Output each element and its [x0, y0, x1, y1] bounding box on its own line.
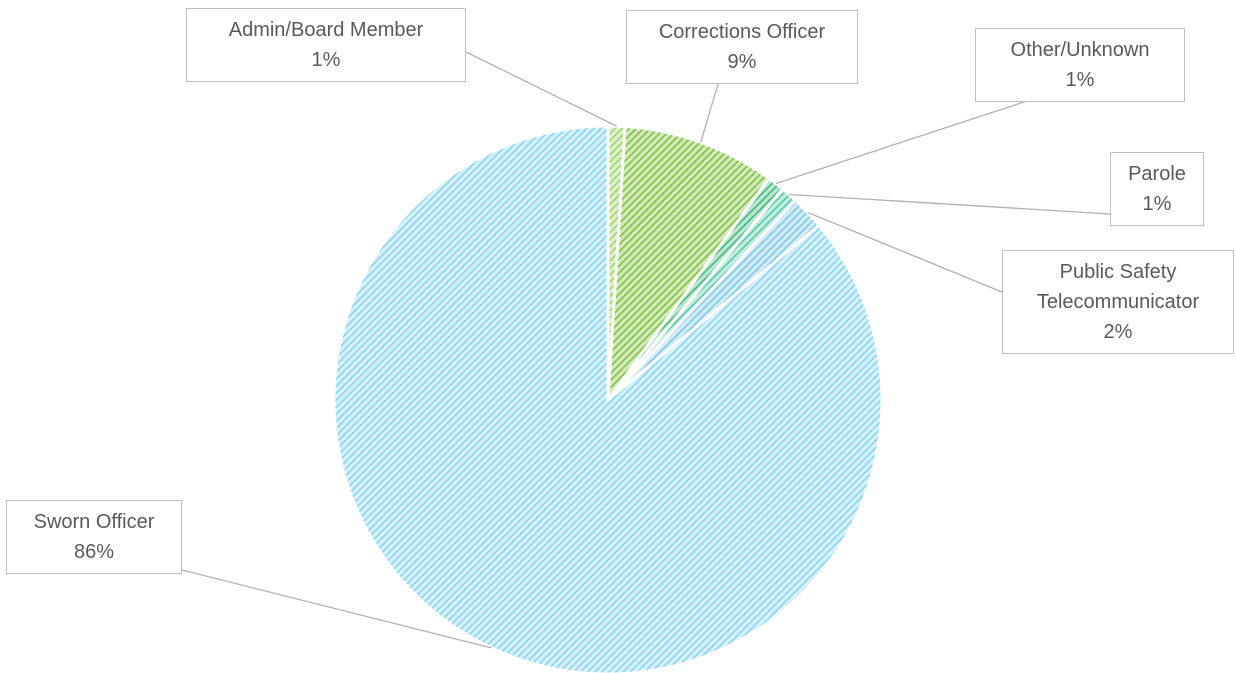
leader-line: [700, 83, 719, 143]
label-text: Sworn Officer: [33, 511, 155, 533]
label-text: 1%: [311, 49, 341, 71]
label-text: 9%: [727, 51, 757, 73]
label-text: Parole: [1128, 163, 1186, 185]
leader-line: [775, 99, 1031, 185]
data-label: Admin/Board Member 1%: [186, 8, 466, 82]
pie-slice: [332, 124, 884, 673]
label-text: 1%: [1142, 193, 1172, 215]
label-text: Other/Unknown: [1010, 39, 1150, 61]
data-label: Public Safety Telecommunicator 2%: [1002, 250, 1234, 354]
label-text: Corrections Officer: [658, 21, 826, 43]
pie-slice: [606, 124, 772, 406]
label-text: 86%: [73, 541, 115, 563]
label-text: Public Safety Telecommunicator: [1036, 261, 1200, 313]
leader-line: [807, 211, 1003, 293]
data-label: Other/Unknown 1%: [975, 28, 1185, 102]
data-label: Corrections Officer 9%: [626, 10, 858, 84]
leader-line: [181, 569, 492, 649]
leader-line: [465, 51, 617, 127]
label-text: 2%: [1103, 321, 1133, 343]
label-text: 1%: [1065, 69, 1095, 91]
label-text: Admin/Board Member: [228, 19, 424, 41]
data-label: Parole 1%: [1110, 152, 1204, 226]
leader-line: [789, 193, 1111, 215]
data-label: Sworn Officer 86%: [6, 500, 182, 574]
